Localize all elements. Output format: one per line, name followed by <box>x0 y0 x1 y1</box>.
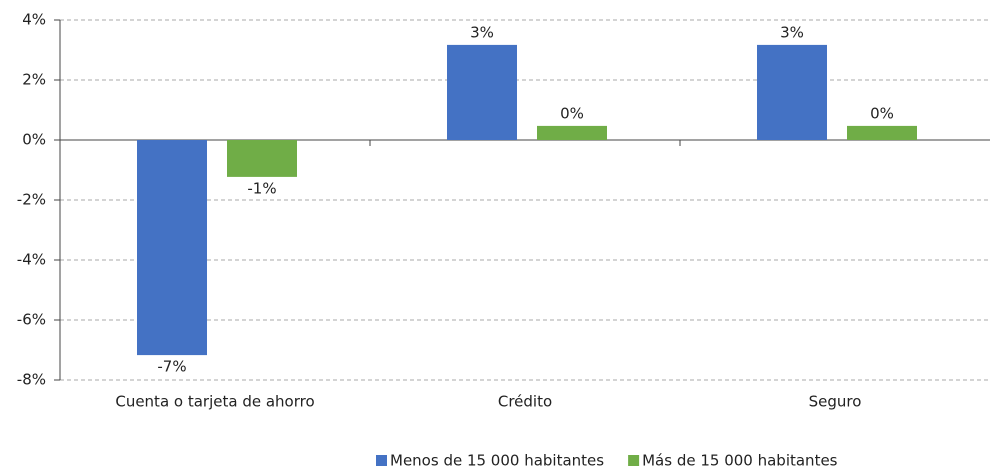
bar <box>757 44 827 140</box>
value-label: 3% <box>470 23 494 41</box>
value-label: 3% <box>780 23 804 41</box>
y-tick-label: 0% <box>22 131 46 149</box>
legend-label: Menos de 15 000 habitantes <box>390 452 604 470</box>
x-tick-label: Crédito <box>498 393 552 411</box>
bar <box>847 125 917 140</box>
bar <box>227 140 297 177</box>
legend-swatch <box>628 455 640 466</box>
y-tick-label: 2% <box>22 71 46 89</box>
value-label: -1% <box>247 179 276 197</box>
y-tick-label: -4% <box>17 251 46 269</box>
value-label: 0% <box>870 104 894 122</box>
y-tick-label: 4% <box>22 11 46 29</box>
value-label: 0% <box>560 104 584 122</box>
y-tick-label: -2% <box>17 191 46 209</box>
bar <box>537 125 607 140</box>
x-tick-label: Seguro <box>809 393 862 411</box>
legend-swatch <box>376 455 387 466</box>
bar <box>447 44 517 140</box>
value-label: -7% <box>157 358 186 376</box>
bar <box>137 140 207 356</box>
legend-label: Más de 15 000 habitantes <box>642 452 838 470</box>
y-tick-label: -6% <box>17 311 46 329</box>
x-tick-label: Cuenta o tarjeta de ahorro <box>115 393 314 411</box>
y-tick-label: -8% <box>17 371 46 389</box>
